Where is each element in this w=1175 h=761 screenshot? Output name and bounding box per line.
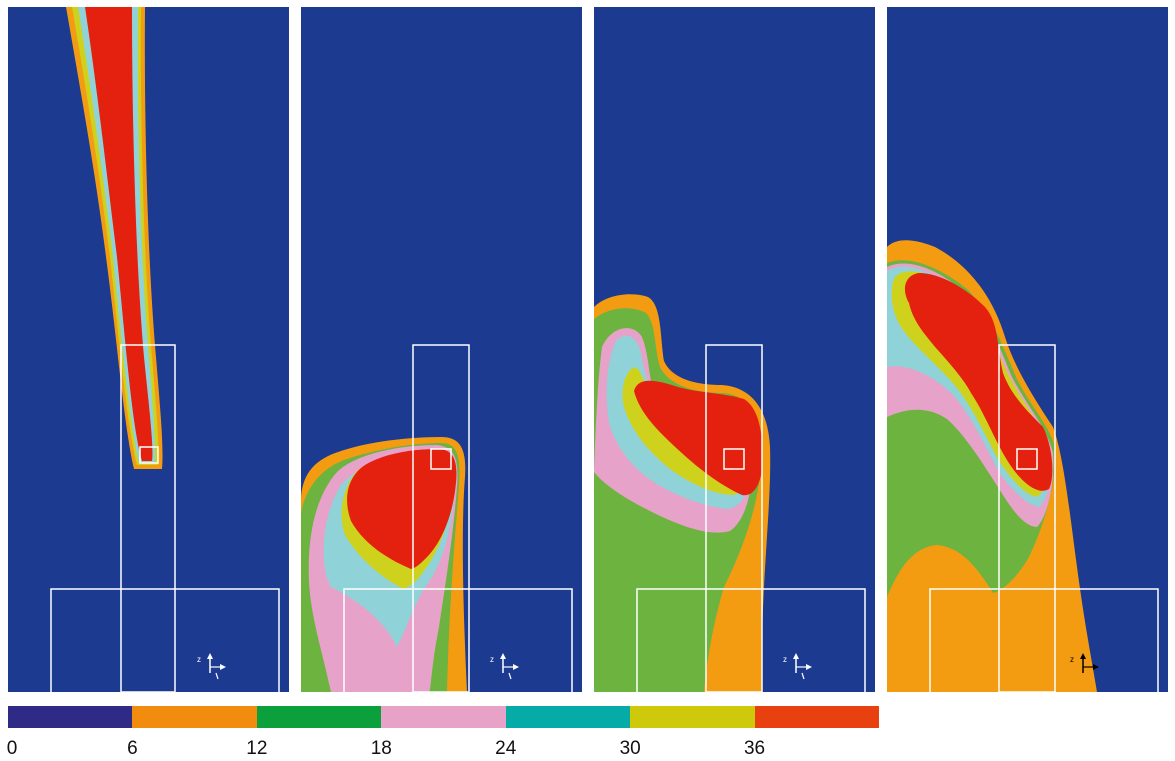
axis-z-label: z (783, 655, 787, 664)
colorbar-tick-label: 0 (6, 738, 18, 759)
inner-probe-box (430, 448, 452, 470)
colorbar-segment (505, 706, 631, 728)
contour-level-36 (634, 380, 763, 496)
colorbar-segment (630, 706, 755, 728)
panel-3-contour-plot: z (594, 7, 875, 692)
chamber-outline (636, 588, 866, 692)
colorbar-segment (8, 706, 133, 728)
inner-probe-box (1016, 448, 1038, 470)
contour-level-36 (904, 273, 1053, 491)
colorbar-tick-label: 36 (743, 738, 766, 759)
inner-probe-box (723, 448, 745, 470)
panel-1-contour-plot: z (8, 7, 289, 692)
chamber-outline (929, 588, 1159, 692)
panel-1: z (8, 7, 289, 692)
axis-triad-icon: z (783, 653, 812, 680)
nozzle-outline (120, 344, 176, 692)
axis-triad-icon: z (1070, 653, 1099, 673)
panel-3: z (594, 7, 875, 692)
nozzle-outline (998, 344, 1056, 692)
axis-triad-icon: z (197, 653, 226, 680)
colorbar-tick-label: 12 (246, 738, 268, 759)
colorbar-segment (132, 706, 257, 728)
inner-probe-box (139, 446, 159, 464)
chamber-outline (343, 588, 573, 692)
axis-z-label: z (1070, 655, 1074, 664)
nozzle-outline (705, 344, 763, 692)
axis-z-label: z (197, 655, 201, 664)
axis-z-label: z (490, 655, 494, 664)
colorbar-tick-label: 24 (495, 738, 517, 759)
colorbar (8, 706, 879, 728)
panel-4: z (887, 7, 1168, 692)
colorbar-tick-label: 6 (127, 738, 138, 759)
contour-level-36 (85, 7, 153, 461)
panel-4-contour-plot: z (887, 7, 1168, 692)
colorbar-tick-label: 30 (619, 738, 641, 759)
nozzle-outline (412, 344, 470, 692)
chamber-outline (50, 588, 280, 692)
panel-2-contour-plot: z (301, 7, 582, 692)
colorbar-tick-label: 18 (370, 738, 392, 759)
colorbar-segment (256, 706, 382, 728)
contour-level-36 (347, 449, 457, 569)
colorbar-segment (381, 706, 506, 728)
panel-2: z (301, 7, 582, 692)
colorbar-segment (754, 706, 879, 728)
axis-triad-icon: z (490, 653, 519, 680)
